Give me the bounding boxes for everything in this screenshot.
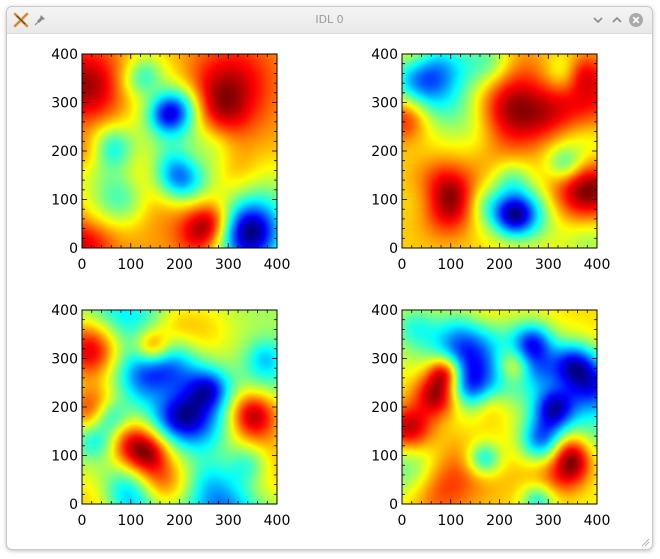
y-tick-label: 400: [371, 47, 398, 63]
y-tick-label: 0: [389, 497, 398, 513]
heatmap-panel-1: 0 100 200 300 400 0 100 200 300 400: [51, 47, 290, 273]
heatmap-image: [82, 310, 277, 504]
chevron-up-icon[interactable]: [609, 12, 625, 28]
x-tick-label: 400: [264, 513, 291, 529]
y-tick-label: 0: [69, 497, 78, 513]
y-tick-label: 300: [51, 96, 78, 112]
heatmap-image: [82, 54, 277, 248]
chevron-down-icon[interactable]: [590, 12, 606, 28]
resize-grip-icon[interactable]: [640, 537, 650, 547]
y-tick-label: 0: [389, 241, 398, 257]
x-tick-label: 100: [437, 257, 464, 273]
x-tick-label: 300: [535, 257, 562, 273]
x-tick-label: 100: [117, 257, 144, 273]
x-tick-label: 200: [486, 257, 513, 273]
y-tick-label: 200: [371, 400, 398, 416]
y-tick-label: 300: [371, 96, 398, 112]
y-tick-label: 100: [51, 193, 78, 209]
y-tick-label: 200: [51, 400, 78, 416]
x-tick-label: 0: [78, 257, 87, 273]
x-tick-label: 400: [584, 257, 611, 273]
y-tick-label: 400: [371, 303, 398, 319]
x-tick-label: 400: [264, 257, 291, 273]
x-tick-label: 400: [584, 513, 611, 529]
title-bar[interactable]: IDL 0: [7, 7, 652, 34]
heatmap-image: [402, 310, 597, 504]
idl-app-icon[interactable]: [13, 12, 29, 28]
x-tick-label: 0: [398, 257, 407, 273]
x-tick-label: 0: [398, 513, 407, 529]
pin-icon[interactable]: [34, 14, 46, 26]
y-tick-label: 100: [371, 193, 398, 209]
heatmap-panel-2: 0 100 200 300 400 0 100 200 300 400: [371, 47, 610, 273]
x-tick-label: 300: [215, 513, 242, 529]
y-tick-label: 100: [371, 449, 398, 465]
x-tick-label: 200: [166, 257, 193, 273]
heatmap-panel-4: 0 100 200 300 400 0 100 200 300 400: [371, 303, 610, 529]
heatmap-image: [402, 54, 597, 248]
y-tick-label: 0: [69, 241, 78, 257]
x-tick-label: 100: [437, 513, 464, 529]
y-tick-label: 200: [51, 144, 78, 160]
x-tick-label: 200: [166, 513, 193, 529]
y-tick-label: 200: [371, 144, 398, 160]
x-tick-label: 300: [215, 257, 242, 273]
y-tick-label: 400: [51, 303, 78, 319]
x-tick-label: 100: [117, 513, 144, 529]
y-tick-label: 100: [51, 449, 78, 465]
heatmap-panel-3: 0 100 200 300 400 0 100 200 300 400: [51, 303, 290, 529]
idl-graphics-window: IDL 0 0 100 200 300 400 0 100 200 300 400 0 100 200 3…: [6, 6, 653, 550]
x-tick-label: 300: [535, 513, 562, 529]
y-tick-label: 300: [51, 352, 78, 368]
x-tick-label: 0: [78, 513, 87, 529]
x-tick-label: 200: [486, 513, 513, 529]
y-tick-label: 400: [51, 47, 78, 63]
window-title: IDL 0: [315, 13, 344, 26]
y-tick-label: 300: [371, 352, 398, 368]
close-circle-icon[interactable]: [628, 12, 644, 28]
